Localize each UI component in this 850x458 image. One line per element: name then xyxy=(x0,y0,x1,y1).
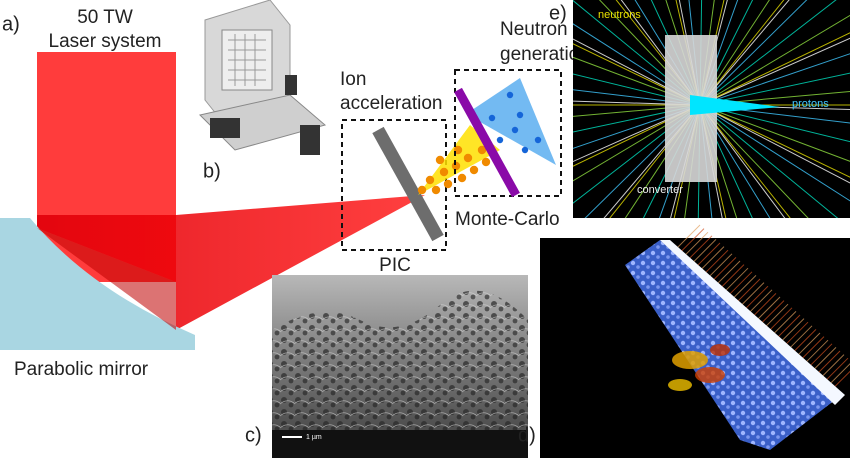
scale-label: 1 µm xyxy=(306,434,322,441)
track xyxy=(699,104,850,184)
track xyxy=(584,104,701,218)
proton-beam xyxy=(690,95,780,115)
neutron xyxy=(511,126,519,134)
ion xyxy=(443,179,453,189)
track xyxy=(573,43,701,106)
track xyxy=(699,53,850,106)
pic-title: Ion xyxy=(340,69,366,90)
ions xyxy=(417,145,491,195)
ion xyxy=(431,185,441,195)
neutron xyxy=(516,111,524,119)
track xyxy=(699,0,790,106)
ion xyxy=(439,167,449,177)
panel-label: a) xyxy=(2,13,20,35)
track xyxy=(699,104,786,218)
ion xyxy=(477,145,487,155)
target-foil xyxy=(372,126,444,242)
sem-infobar xyxy=(272,430,528,458)
track xyxy=(573,104,701,133)
laser-title: 50 TW xyxy=(77,7,133,28)
panel-label: e) xyxy=(549,2,567,24)
parabolic-mirror xyxy=(0,218,195,350)
track xyxy=(699,104,753,218)
track xyxy=(573,89,701,106)
track xyxy=(699,104,839,218)
track xyxy=(699,104,850,162)
neutron xyxy=(506,91,514,99)
track xyxy=(573,73,701,106)
ion xyxy=(457,173,467,183)
track xyxy=(699,0,754,106)
beam-overlap xyxy=(37,228,176,330)
protons-label: protons xyxy=(792,98,829,110)
focused-beam xyxy=(37,195,425,330)
neutron xyxy=(521,146,529,154)
track xyxy=(699,0,770,106)
neutron-cone xyxy=(466,78,556,165)
neutron xyxy=(488,114,496,122)
track xyxy=(573,100,701,106)
panel-label: c) xyxy=(245,424,262,446)
track xyxy=(573,104,701,117)
ion xyxy=(481,157,491,167)
laser-title: Laser system xyxy=(49,31,162,52)
pic-caption: PIC xyxy=(379,255,411,276)
neutron xyxy=(496,136,504,144)
track xyxy=(573,104,701,163)
mirror-label: Parabolic mirror xyxy=(14,359,149,380)
converter-foil xyxy=(454,87,520,198)
track xyxy=(699,91,850,106)
track xyxy=(573,23,701,106)
foil-edge xyxy=(660,240,845,405)
hotspots xyxy=(668,344,730,391)
track xyxy=(699,0,785,106)
track xyxy=(573,0,701,106)
track xyxy=(699,104,850,124)
track xyxy=(699,0,808,106)
ion xyxy=(463,153,473,163)
mc-box xyxy=(454,69,562,197)
track xyxy=(699,104,809,218)
target-holder xyxy=(199,0,327,155)
track xyxy=(699,104,850,178)
track xyxy=(699,72,850,106)
track xyxy=(699,104,850,143)
track xyxy=(573,56,701,106)
ion xyxy=(435,155,445,165)
track xyxy=(699,37,850,106)
track xyxy=(573,104,701,204)
sem-structure xyxy=(272,290,528,430)
ion xyxy=(469,165,479,175)
panel-label: b) xyxy=(203,160,221,182)
ion xyxy=(451,161,461,171)
neutron xyxy=(534,136,542,144)
track xyxy=(699,14,850,106)
track xyxy=(573,104,701,182)
mc-title: Neutron xyxy=(500,19,568,40)
ion xyxy=(417,185,427,195)
ion-cone xyxy=(418,125,500,195)
mc-title: generation xyxy=(500,44,590,65)
ion xyxy=(425,175,435,185)
track xyxy=(699,32,850,106)
foam-target xyxy=(625,240,835,450)
pic-title: acceleration xyxy=(340,93,442,114)
track xyxy=(699,104,791,218)
track xyxy=(699,0,837,106)
track xyxy=(573,38,701,106)
track xyxy=(573,104,701,149)
track xyxy=(573,104,701,167)
track xyxy=(699,104,771,218)
track xyxy=(699,104,850,202)
panel-label: d) xyxy=(518,424,536,446)
mc-caption: Monte-Carlo xyxy=(455,209,560,230)
neutrons xyxy=(488,91,542,154)
neutrons-label: neutrons xyxy=(598,9,641,21)
converter-label: converter xyxy=(637,184,683,196)
